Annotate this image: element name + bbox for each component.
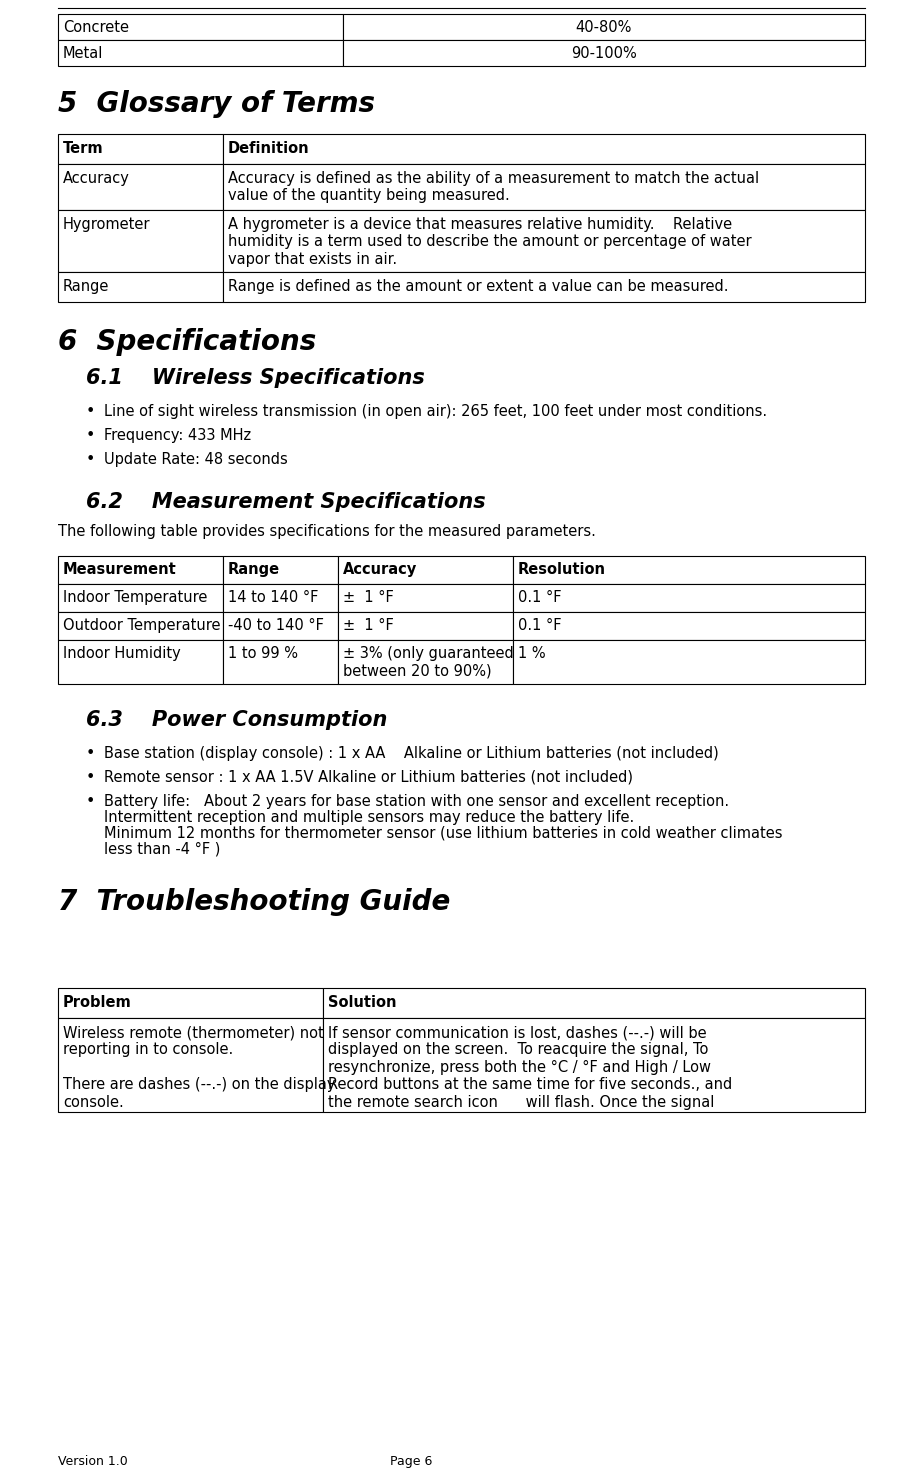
Text: Range: Range [228,562,280,577]
Text: ± 3% (only guaranteed
between 20 to 90%): ± 3% (only guaranteed between 20 to 90%) [343,646,514,678]
Text: Intermittent reception and multiple sensors may reduce the battery life.: Intermittent reception and multiple sens… [104,810,634,825]
Bar [343,13,865,40]
Text: Concrete: Concrete [63,21,129,35]
Text: Minimum 12 months for thermometer sensor (use lithium batteries in cold weather : Minimum 12 months for thermometer sensor… [104,826,783,841]
Bar [58,209,223,271]
Text: •: • [86,746,95,761]
Text: 7  Troubleshooting Guide: 7 Troubleshooting Guide [58,888,450,916]
Bar [338,584,513,612]
Bar [223,164,865,209]
Text: less than -4 °F ): less than -4 °F ) [104,842,221,857]
Text: 5  Glossary of Terms: 5 Glossary of Terms [58,90,375,118]
Text: •: • [86,428,95,442]
Text: Battery life:   About 2 years for base station with one sensor and excellent rec: Battery life: About 2 years for base sta… [104,794,729,808]
Bar [323,988,865,1018]
Text: 6  Specifications: 6 Specifications [58,327,317,355]
Text: Definition: Definition [228,142,309,156]
Text: •: • [86,794,95,808]
Text: 6.2    Measurement Specifications: 6.2 Measurement Specifications [86,493,485,512]
Text: Accuracy is defined as the ability of a measurement to match the actual
value of: Accuracy is defined as the ability of a … [228,171,759,204]
Bar [58,1018,323,1112]
Text: A hygrometer is a device that measures relative humidity.    Relative
humidity i: A hygrometer is a device that measures r… [228,217,751,267]
Text: Update Rate: 48 seconds: Update Rate: 48 seconds [104,451,288,468]
Bar [338,612,513,640]
Bar [58,40,343,66]
Bar [58,584,223,612]
Bar [513,556,865,584]
Bar [223,271,865,302]
Text: Frequency: 433 MHz: Frequency: 433 MHz [104,428,251,442]
Text: ±  1 °F: ± 1 °F [343,618,394,633]
Bar [223,584,338,612]
Bar [223,612,338,640]
Bar [58,556,223,584]
Text: The following table provides specifications for the measured parameters.: The following table provides specificati… [58,524,596,538]
Text: 1 to 99 %: 1 to 99 % [228,646,298,661]
Text: 40-80%: 40-80% [576,21,632,35]
Bar [513,640,865,684]
Bar [343,40,865,66]
Bar [223,640,338,684]
Text: Remote sensor : 1 x AA 1.5V Alkaline or Lithium batteries (not included): Remote sensor : 1 x AA 1.5V Alkaline or … [104,770,633,785]
Text: Line of sight wireless transmission (in open air): 265 feet, 100 feet under most: Line of sight wireless transmission (in … [104,404,767,419]
Text: 6.3    Power Consumption: 6.3 Power Consumption [86,709,388,730]
Bar [223,556,338,584]
Bar [58,640,223,684]
Bar [223,209,865,271]
Text: Hygrometer: Hygrometer [63,217,150,232]
Text: Resolution: Resolution [518,562,606,577]
Text: 0.1 °F: 0.1 °F [518,590,561,605]
Bar [338,556,513,584]
Bar [58,271,223,302]
Text: ±  1 °F: ± 1 °F [343,590,394,605]
Text: Range: Range [63,279,109,294]
Bar [513,612,865,640]
Text: Indoor Temperature: Indoor Temperature [63,590,208,605]
Text: -40 to 140 °F: -40 to 140 °F [228,618,324,633]
Text: Metal: Metal [63,46,103,60]
Text: •: • [86,404,95,419]
Bar [338,640,513,684]
Bar [58,13,343,40]
Text: Outdoor Temperature: Outdoor Temperature [63,618,221,633]
Text: Term: Term [63,142,103,156]
Text: Version 1.0: Version 1.0 [58,1454,127,1468]
Text: Indoor Humidity: Indoor Humidity [63,646,181,661]
Text: Wireless remote (thermometer) not
reporting in to console.

There are dashes (--: Wireless remote (thermometer) not report… [63,1025,335,1109]
Text: 0.1 °F: 0.1 °F [518,618,561,633]
Bar [323,1018,865,1112]
Text: Range is defined as the amount or extent a value can be measured.: Range is defined as the amount or extent… [228,279,728,294]
Text: Measurement: Measurement [63,562,176,577]
Bar [58,134,223,164]
Text: Accuracy: Accuracy [343,562,417,577]
Text: If sensor communication is lost, dashes (--.-) will be
displayed on the screen. : If sensor communication is lost, dashes … [328,1025,732,1109]
Text: •: • [86,770,95,785]
Text: Accuracy: Accuracy [63,171,130,186]
Bar [513,584,865,612]
Text: Page 6: Page 6 [390,1454,432,1468]
Bar [58,988,323,1018]
Text: Solution: Solution [328,996,397,1010]
Text: •: • [86,451,95,468]
Bar [223,134,865,164]
Text: Base station (display console) : 1 x AA    Alkaline or Lithium batteries (not in: Base station (display console) : 1 x AA … [104,746,719,761]
Bar [58,612,223,640]
Text: 90-100%: 90-100% [571,46,637,60]
Text: Problem: Problem [63,996,132,1010]
Text: 6.1    Wireless Specifications: 6.1 Wireless Specifications [86,367,425,388]
Text: 1 %: 1 % [518,646,545,661]
Bar [58,164,223,209]
Text: 14 to 140 °F: 14 to 140 °F [228,590,318,605]
